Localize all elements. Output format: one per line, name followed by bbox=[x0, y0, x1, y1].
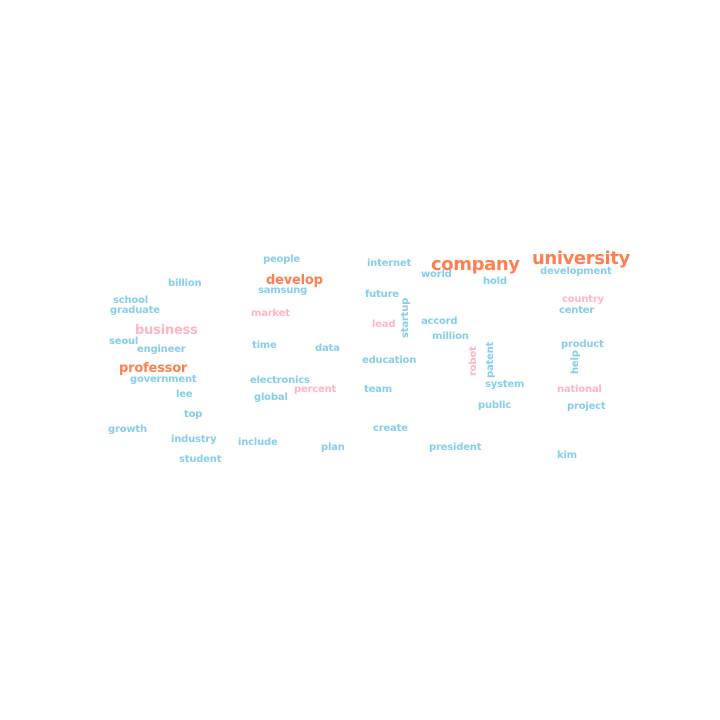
word-lead: lead bbox=[372, 319, 396, 330]
word-professor: professor bbox=[119, 361, 188, 376]
word-plan: plan bbox=[321, 442, 345, 453]
word-country: country bbox=[562, 294, 604, 305]
word-public: public bbox=[478, 400, 512, 411]
word-patent: patent bbox=[485, 341, 496, 378]
word-seoul: seoul bbox=[109, 336, 139, 347]
word-engineer: engineer bbox=[137, 344, 186, 355]
word-data: data bbox=[315, 343, 340, 354]
word-top: top bbox=[184, 409, 203, 420]
word-percent: percent bbox=[294, 384, 337, 395]
word-system: system bbox=[485, 379, 525, 390]
word-develop: develop bbox=[266, 273, 323, 288]
word-national: national bbox=[557, 384, 602, 395]
word-project: project bbox=[567, 401, 606, 412]
word-billion: billion bbox=[168, 278, 202, 289]
word-future: future bbox=[365, 289, 399, 300]
word-accord: accord bbox=[421, 316, 458, 327]
word-internet: internet bbox=[367, 258, 412, 269]
word-electronics: electronics bbox=[250, 375, 310, 386]
word-million: million bbox=[432, 331, 469, 342]
word-growth: growth bbox=[108, 424, 147, 435]
word-hold: hold bbox=[483, 276, 507, 287]
word-school: school bbox=[113, 295, 148, 306]
word-business: business bbox=[135, 323, 198, 338]
word-kim: kim bbox=[557, 450, 577, 461]
word-product: product bbox=[561, 339, 604, 350]
word-people: people bbox=[263, 254, 300, 265]
word-samsung: samsung bbox=[258, 285, 308, 296]
word-lee: lee bbox=[176, 389, 193, 400]
word-company: company bbox=[431, 254, 520, 275]
word-team: team bbox=[364, 384, 392, 395]
word-center: center bbox=[559, 305, 595, 316]
word-market: market bbox=[251, 308, 290, 319]
word-university: university bbox=[532, 248, 630, 269]
word-time: time bbox=[252, 340, 277, 351]
word-graduate: graduate bbox=[110, 305, 160, 316]
word-industry: industry bbox=[171, 434, 217, 445]
word-education: education bbox=[362, 355, 417, 366]
word-startup: startup bbox=[400, 297, 411, 338]
word-president: president bbox=[429, 442, 482, 453]
word-student: student bbox=[179, 454, 222, 465]
word-include: include bbox=[238, 437, 278, 448]
word-help: help bbox=[570, 350, 581, 374]
word-global: global bbox=[254, 392, 288, 403]
word-create: create bbox=[373, 423, 408, 434]
word-world: world bbox=[421, 269, 452, 280]
word-robot: robot bbox=[468, 346, 479, 376]
word-development: development bbox=[540, 266, 612, 277]
word-government: government bbox=[130, 374, 197, 385]
